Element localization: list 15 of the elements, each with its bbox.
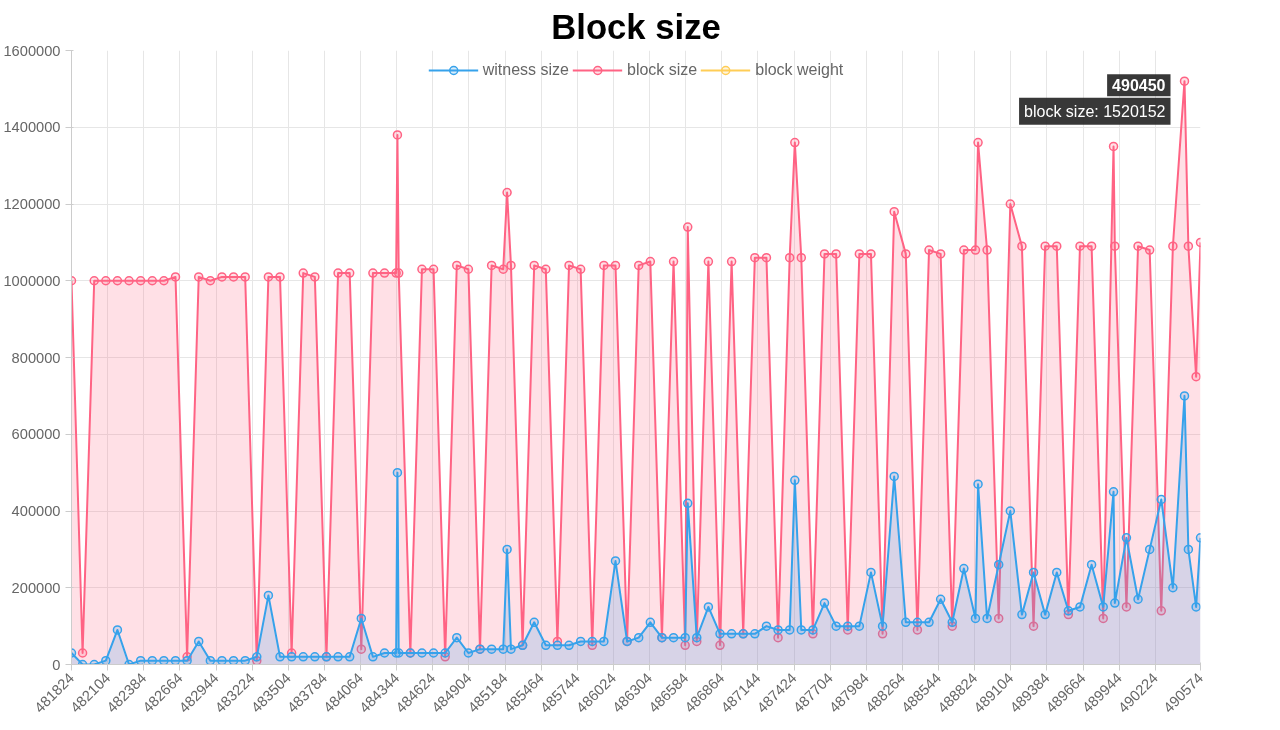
y-tick-label: 1000000	[3, 272, 61, 289]
annotation: 490450	[1112, 77, 1166, 95]
y-tick-label: 400000	[11, 503, 61, 519]
y-tick-label: 1600000	[3, 42, 61, 59]
y-tick-label: 200000	[11, 579, 61, 596]
annotation: block size: 1520152	[1024, 102, 1166, 120]
y-tick-label: 1200000	[3, 196, 61, 212]
legend-label: witness size	[482, 61, 569, 79]
y-tick-label: 600000	[11, 426, 61, 443]
legend-label: block size	[626, 61, 698, 79]
legend-label: block weight	[755, 61, 844, 79]
y-tick-label: 0	[52, 656, 61, 673]
y-tick-label: 1400000	[3, 119, 61, 136]
y-tick-label: 800000	[11, 349, 61, 366]
chart-title: Block size	[551, 7, 721, 46]
